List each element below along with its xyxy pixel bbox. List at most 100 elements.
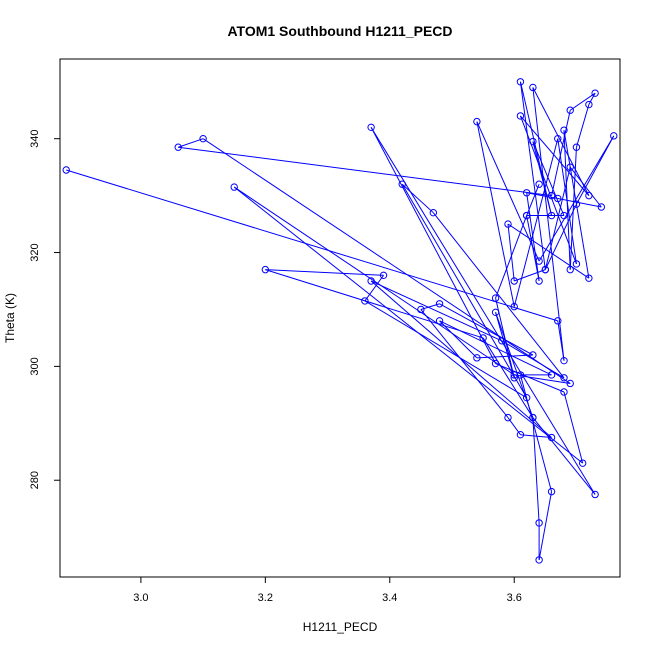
data-point bbox=[547, 211, 556, 220]
data-point bbox=[522, 393, 531, 402]
data-point bbox=[560, 388, 568, 396]
data-point bbox=[510, 277, 518, 285]
data-point bbox=[566, 379, 574, 388]
data-point bbox=[566, 265, 574, 274]
data-point bbox=[522, 189, 531, 197]
data-point bbox=[435, 317, 444, 325]
x-axis: 3.0 3.2 3.4 3.6 bbox=[133, 577, 522, 604]
series-segment bbox=[66, 169, 558, 322]
series-segment bbox=[495, 363, 565, 393]
data-point bbox=[585, 274, 593, 282]
data-point bbox=[554, 194, 562, 203]
data-point bbox=[529, 351, 537, 359]
data-point bbox=[379, 271, 388, 280]
data-point bbox=[62, 166, 70, 174]
series-segment bbox=[575, 104, 590, 148]
data-point bbox=[597, 203, 606, 211]
data-point bbox=[547, 487, 556, 496]
series-segment bbox=[364, 275, 384, 302]
series-segment bbox=[532, 87, 590, 196]
data-point bbox=[572, 143, 581, 151]
series-segment bbox=[495, 312, 515, 378]
series-segment bbox=[178, 138, 204, 148]
data-point bbox=[547, 433, 556, 442]
data-point bbox=[535, 180, 543, 188]
series-segment bbox=[526, 184, 540, 216]
series-segment bbox=[507, 223, 590, 279]
series-segment bbox=[563, 130, 571, 270]
series-segment bbox=[495, 215, 528, 299]
data-point bbox=[541, 265, 550, 274]
data-point bbox=[429, 208, 438, 217]
data-point bbox=[554, 317, 562, 325]
series-segment bbox=[526, 192, 558, 199]
data-point bbox=[572, 260, 581, 268]
series-segment bbox=[233, 186, 583, 464]
series-segment bbox=[532, 417, 540, 523]
data-point bbox=[516, 430, 525, 439]
data-point bbox=[591, 490, 599, 499]
data-point bbox=[199, 134, 207, 143]
data-point bbox=[578, 459, 587, 467]
y-tick-label: 300 bbox=[29, 357, 41, 375]
data-point bbox=[535, 556, 543, 564]
data-point bbox=[473, 354, 481, 362]
y-tick-label: 320 bbox=[29, 243, 41, 261]
series-segment bbox=[370, 127, 596, 495]
data-point bbox=[367, 123, 375, 132]
data-point bbox=[417, 305, 425, 314]
data-point bbox=[554, 134, 562, 143]
series-segment bbox=[495, 312, 534, 418]
series-segment bbox=[576, 135, 615, 205]
series-segment bbox=[519, 81, 553, 216]
data-point bbox=[504, 220, 512, 228]
x-axis-label: H1211_PECD bbox=[303, 620, 378, 634]
y-tick-label: 280 bbox=[29, 471, 41, 489]
data-point bbox=[547, 191, 556, 200]
data-point bbox=[510, 302, 518, 311]
series-segment bbox=[370, 280, 502, 342]
series-segment bbox=[439, 303, 534, 356]
x-tick-label: 3.2 bbox=[258, 592, 273, 604]
data-point bbox=[529, 137, 537, 146]
series-segment bbox=[476, 354, 533, 359]
plot-frame bbox=[59, 58, 621, 578]
data-point bbox=[529, 413, 537, 422]
data-point bbox=[535, 277, 543, 285]
series-segment bbox=[507, 224, 515, 282]
series-segment bbox=[265, 269, 484, 339]
data-point bbox=[491, 359, 500, 368]
data-point bbox=[491, 308, 500, 317]
x-tick-label: 3.4 bbox=[382, 592, 397, 604]
series-segment bbox=[538, 135, 615, 262]
data-point bbox=[529, 83, 537, 92]
series-segment bbox=[482, 337, 534, 418]
x-tick-label: 3.6 bbox=[507, 592, 522, 604]
series-segment bbox=[432, 212, 565, 379]
series-segment bbox=[401, 183, 528, 398]
data-point bbox=[398, 180, 406, 188]
series-segment bbox=[439, 320, 478, 359]
data-point bbox=[473, 117, 481, 126]
series-segment bbox=[538, 491, 553, 561]
series-segment bbox=[202, 138, 571, 384]
series-segment bbox=[501, 340, 565, 379]
series-segment bbox=[532, 87, 565, 361]
series-segment bbox=[476, 121, 515, 307]
series-segment bbox=[514, 269, 546, 282]
data-point bbox=[560, 374, 568, 382]
data-point bbox=[435, 300, 444, 308]
y-axis: 280 300 320 340 bbox=[29, 130, 60, 489]
data-point bbox=[585, 191, 593, 200]
series-segment bbox=[265, 269, 384, 276]
series-segment bbox=[569, 147, 577, 270]
series-segment bbox=[563, 391, 584, 464]
series-segment bbox=[519, 81, 546, 270]
data-point bbox=[547, 371, 556, 379]
data-point bbox=[504, 413, 512, 422]
series-segment bbox=[526, 192, 540, 282]
data-point bbox=[261, 265, 270, 274]
series-segment bbox=[364, 300, 527, 399]
data-point bbox=[510, 374, 518, 382]
chart-title: ATOM1 Southbound H1211_PECD bbox=[227, 23, 452, 39]
